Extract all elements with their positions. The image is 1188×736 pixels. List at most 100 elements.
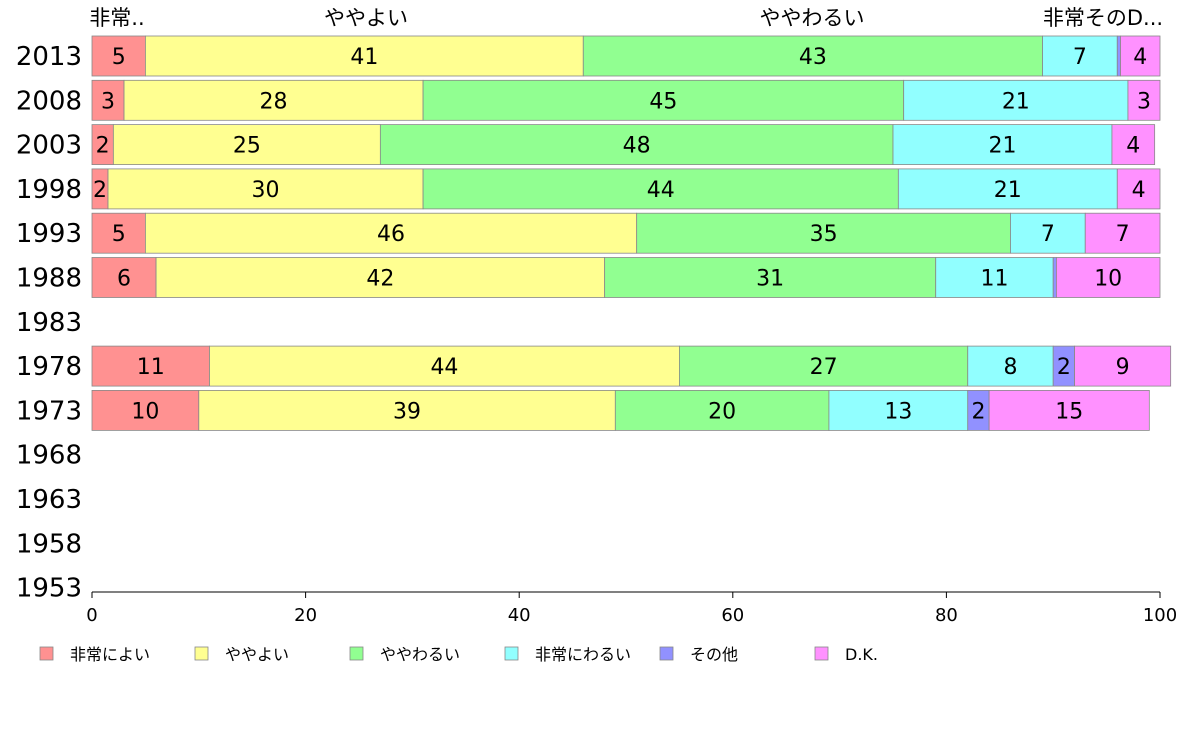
y-tick-label: 1973: [16, 396, 82, 426]
x-tick-label: 20: [294, 605, 317, 626]
bar-value-label: 4: [1133, 45, 1147, 70]
legend-label: 非常によい: [70, 645, 150, 664]
legend-label: D.K.: [845, 645, 878, 664]
legend-swatch: [814, 646, 829, 661]
y-tick-label: 1998: [16, 175, 82, 205]
bar-segment: [935, 257, 1054, 298]
bar-segment: [123, 79, 424, 121]
legend-label: ややよい: [225, 645, 289, 664]
bar-value-label: 21: [994, 178, 1022, 203]
bar-value-label: 28: [260, 89, 288, 114]
bar-value-label: 7: [1041, 222, 1055, 247]
bar-value-label: 44: [430, 355, 458, 380]
x-axis: 0 20 40 60 80 100: [86, 591, 1177, 626]
bar-segment: [828, 389, 969, 431]
bar-value-label: 15: [1055, 399, 1083, 424]
bar-segment: [91, 257, 157, 298]
bar-segment: [1116, 168, 1161, 210]
y-tick-label: 1953: [16, 574, 82, 604]
bar-value-label: 2: [93, 178, 107, 203]
bar-value-label: 11: [137, 355, 165, 380]
bar-value-label: 27: [810, 355, 838, 380]
bar-segment: [1116, 35, 1121, 77]
y-axis: 2013 2008 2003 1998 1993 1988 1983 1978 1973 1968…: [16, 42, 82, 604]
top-label: 非常そのD...: [1043, 6, 1163, 30]
bar-value-label: 30: [252, 178, 280, 203]
bar-segment: [903, 79, 1129, 121]
legend: 非常によい ややよい ややわるい 非常にわるい その他 D.K.: [39, 645, 878, 664]
bar-value-label: 6: [117, 267, 131, 292]
legend-swatch: [659, 646, 674, 661]
legend-label: その他: [690, 645, 738, 664]
bar-segment: [91, 79, 125, 121]
bar-segment: [144, 35, 584, 77]
y-tick-label: 2013: [16, 42, 82, 72]
bar-segment: [112, 124, 381, 165]
bar-value-label: 9: [1116, 355, 1130, 380]
bar-value-label: 3: [1137, 89, 1151, 114]
bar-segment: [1042, 35, 1118, 77]
bar-segment: [422, 79, 905, 121]
bar-segment: [91, 345, 210, 387]
bar-value-label: 3: [101, 89, 115, 114]
x-tick-label: 100: [1143, 605, 1177, 626]
bar-value-label: 43: [799, 45, 827, 70]
x-tick-label: 60: [721, 605, 744, 626]
bar-value-label: 10: [131, 399, 159, 424]
bar-segment: [1111, 124, 1156, 165]
bar-value-label: 20: [708, 399, 736, 424]
legend-swatch: [504, 646, 519, 661]
bar-value-label: 10: [1094, 267, 1122, 292]
bar-segment: [897, 168, 1118, 210]
bar-segment: [1074, 345, 1172, 387]
bar-value-label: 35: [810, 222, 838, 247]
top-label: ややよい: [324, 6, 408, 30]
y-tick-label: 2003: [16, 131, 82, 161]
y-tick-label: 1988: [16, 264, 82, 294]
bar-segment: [636, 212, 1011, 254]
top-category-labels: 非常.. ややよい ややわるい 非常そのD...: [89, 6, 1163, 30]
bar-value-label: 2: [96, 134, 110, 159]
bar-value-label: 31: [756, 267, 784, 292]
bar-segment: [91, 389, 200, 431]
bar-segment: [1052, 257, 1057, 298]
bar-segment: [582, 35, 1043, 77]
legend-swatch: [39, 646, 54, 661]
bar-segment: [1056, 257, 1161, 298]
legend-label: 非常にわるい: [535, 645, 631, 664]
bar-value-label: 5: [112, 45, 126, 70]
bar-value-label: 42: [366, 267, 394, 292]
x-tick-label: 80: [935, 605, 958, 626]
bar-value-label: 4: [1132, 178, 1146, 203]
bar-segment: [988, 389, 1150, 431]
y-tick-label: 2008: [16, 86, 82, 116]
bar-segment: [614, 389, 830, 431]
bar-segment: [679, 345, 969, 387]
bar-segment: [1127, 79, 1161, 121]
y-tick-label: 1983: [16, 308, 82, 338]
bar-segment: [198, 389, 616, 431]
bar-value-label: 21: [1002, 89, 1030, 114]
bar-segment: [91, 35, 146, 77]
top-label: 非常..: [89, 6, 144, 30]
bar-segment: [209, 345, 680, 387]
bar-value-label: 7: [1073, 45, 1087, 70]
bar-value-label: 45: [649, 89, 677, 114]
bar-value-label: 44: [647, 178, 675, 203]
y-tick-label: 1963: [16, 485, 82, 515]
bar-area: 5 41 43 7 43 28 45 21 32 25 48 21 42 30 44 21 45 46 35 7 76 4…: [91, 35, 1172, 431]
y-tick-label: 1958: [16, 529, 82, 559]
bar-segment: [1084, 212, 1161, 254]
legend-label: ややわるい: [380, 645, 460, 664]
bar-value-label: 21: [988, 134, 1016, 159]
y-tick-label: 1993: [16, 219, 82, 249]
x-tick-label: 0: [86, 605, 97, 626]
bar-segment: [604, 257, 937, 298]
bar-segment: [892, 124, 1113, 165]
bar-value-label: 13: [884, 399, 912, 424]
bar-value-label: 5: [112, 222, 126, 247]
bar-value-label: 41: [350, 45, 378, 70]
bar-value-label: 2: [971, 399, 985, 424]
bar-value-label: 39: [393, 399, 421, 424]
legend-swatch: [194, 646, 209, 661]
